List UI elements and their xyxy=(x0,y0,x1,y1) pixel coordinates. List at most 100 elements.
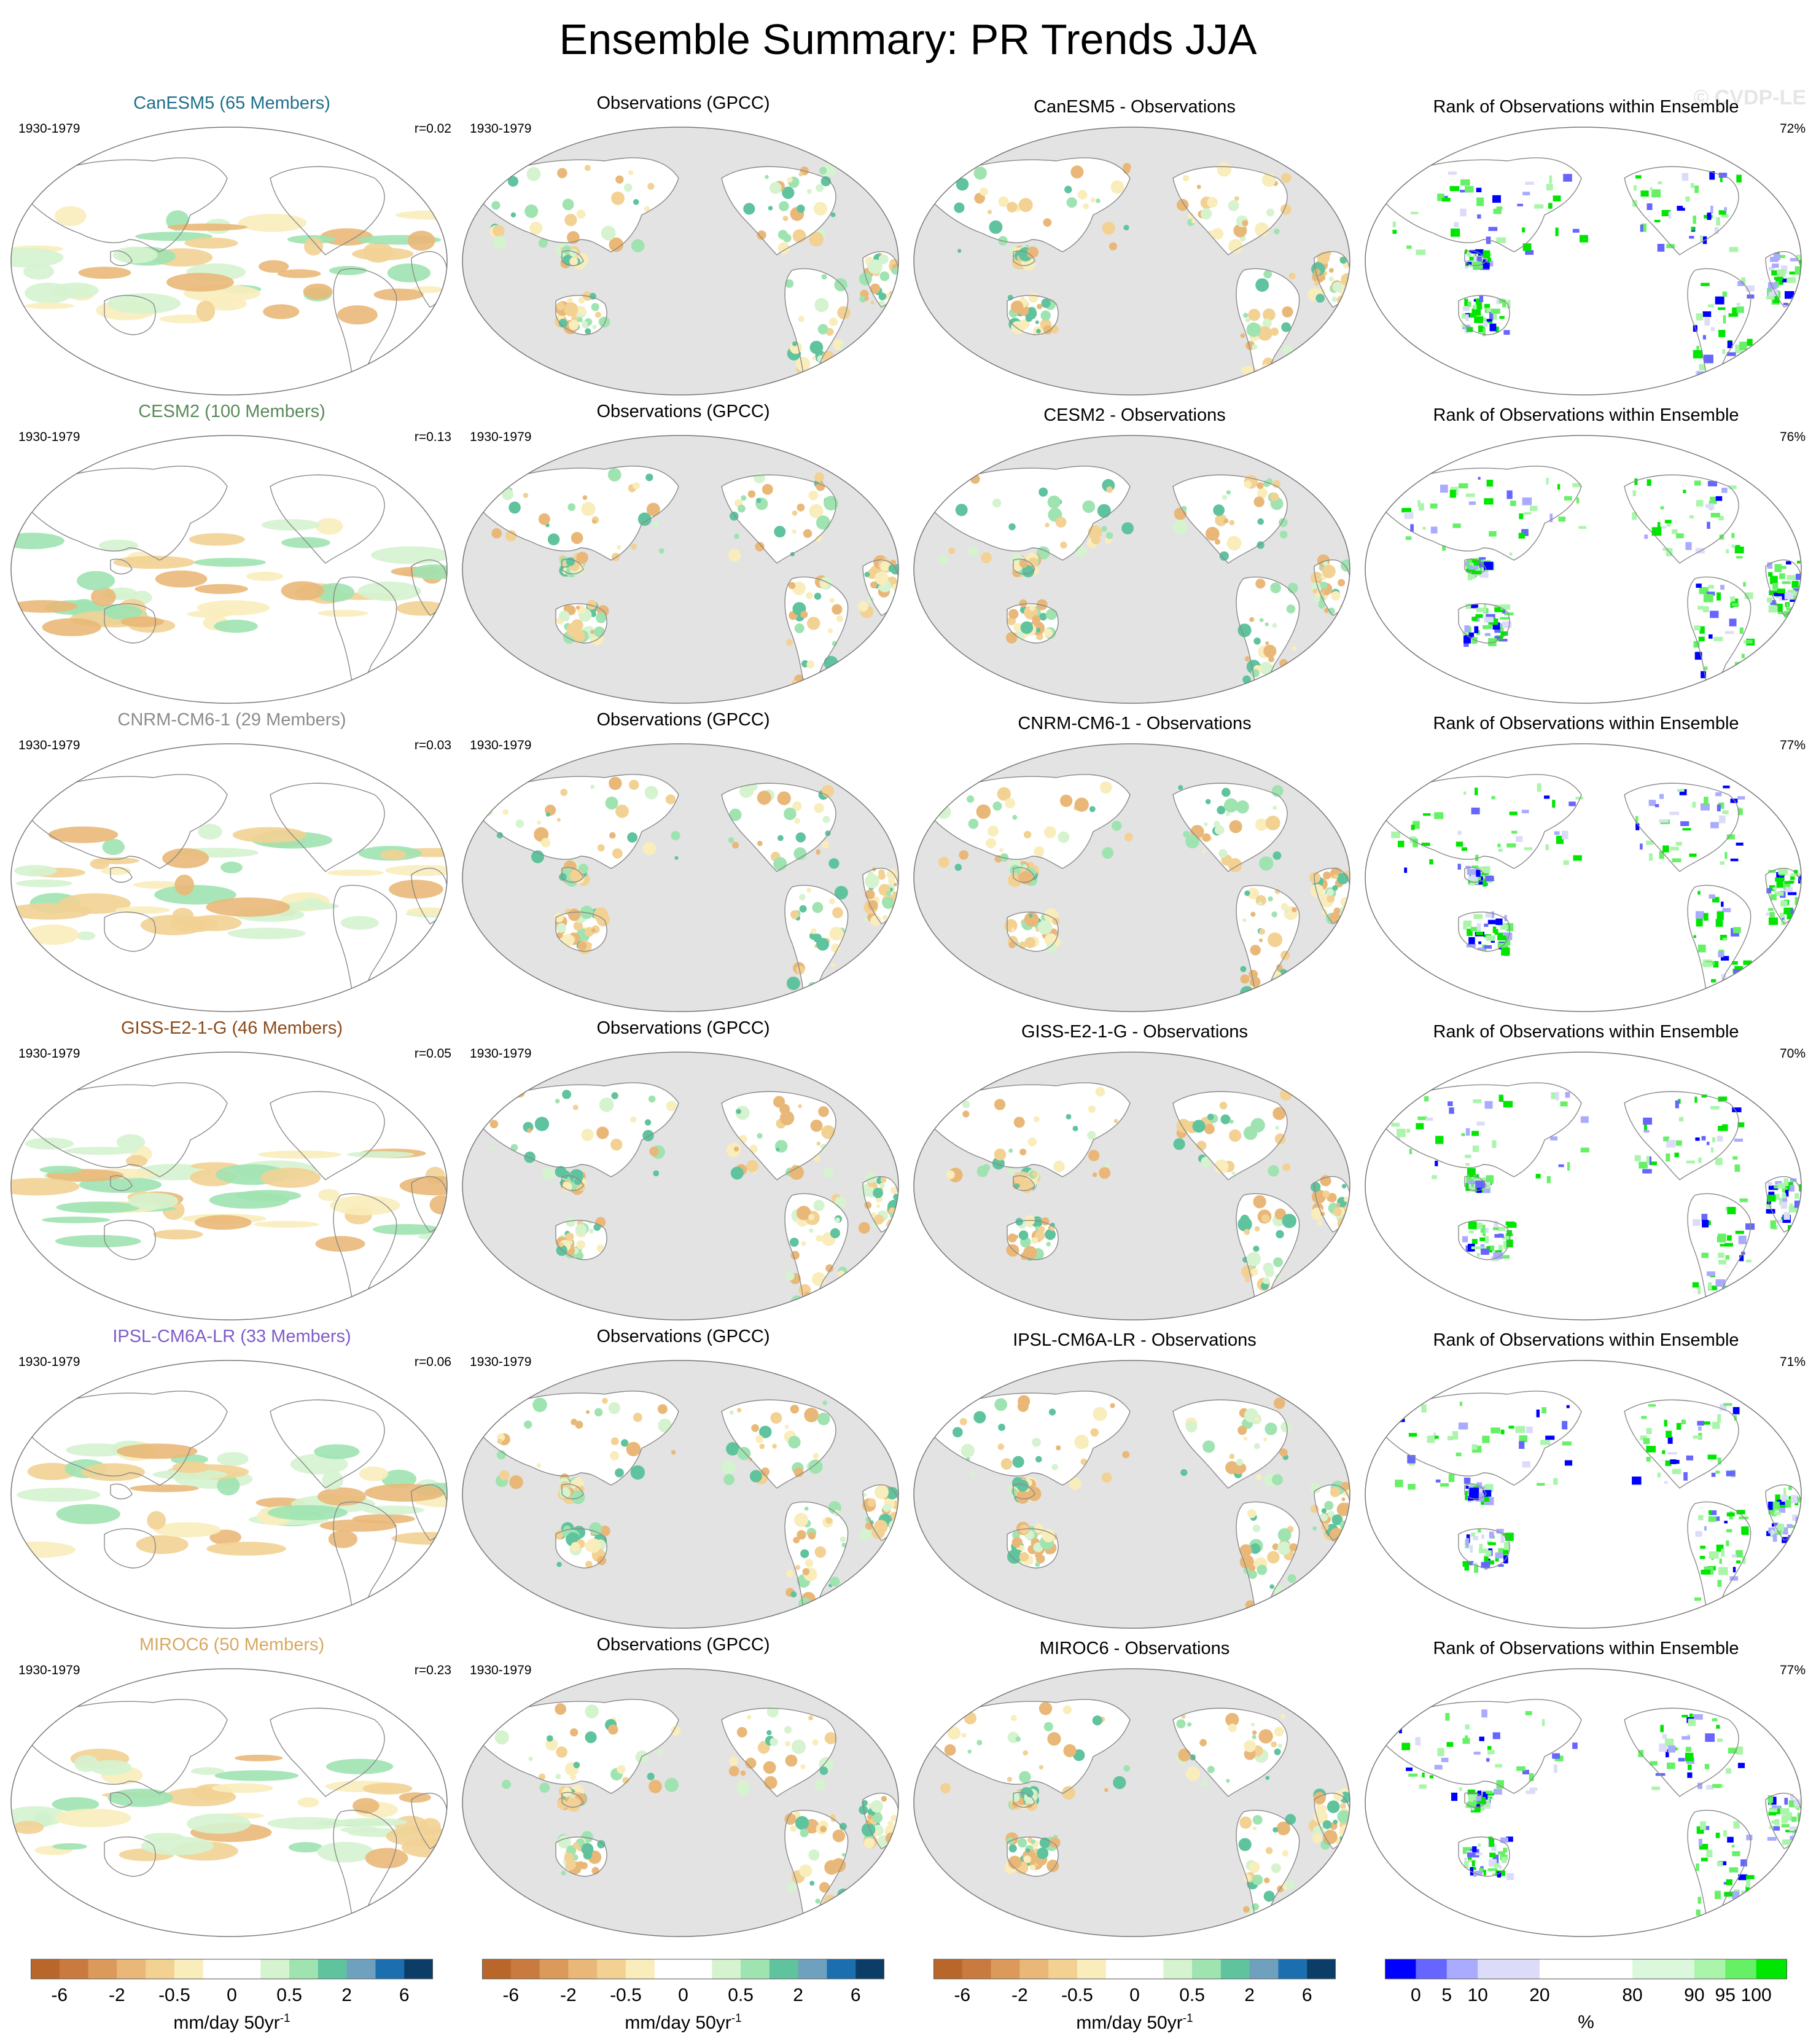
trend-cell xyxy=(1219,1101,1228,1110)
rank-cell xyxy=(1730,596,1736,602)
trend-cell xyxy=(1244,1277,1250,1282)
trend-cell xyxy=(1287,1574,1296,1583)
rank-cell xyxy=(1715,1470,1720,1474)
trend-cell xyxy=(1250,1543,1261,1554)
globe-border xyxy=(913,435,1350,704)
trend-cell xyxy=(1011,1488,1018,1495)
globe-border xyxy=(913,1051,1350,1320)
rank-cell xyxy=(1522,192,1530,195)
rank-cell xyxy=(1710,1147,1713,1153)
rank-cell xyxy=(1479,295,1484,302)
trend-cell xyxy=(1008,609,1019,619)
trend-cell xyxy=(647,1773,655,1781)
rank-colorbar: 0 5 10 20 80 90 95 100% xyxy=(1385,1958,1787,2038)
trend-cell xyxy=(664,1777,679,1792)
rank-cell xyxy=(1715,1890,1721,1899)
rank-cell xyxy=(1662,1450,1666,1454)
trend-cell xyxy=(806,592,813,599)
rank-cell xyxy=(1503,1847,1508,1853)
rank-cell xyxy=(1715,792,1722,797)
rank-cell xyxy=(1644,1123,1647,1131)
trend-cell xyxy=(1092,1172,1097,1177)
rank-cell xyxy=(1572,483,1581,488)
trend-cell xyxy=(786,977,800,991)
trend-cell xyxy=(1248,1570,1257,1579)
trend-cell xyxy=(1013,623,1023,632)
rank-cell xyxy=(1467,1852,1472,1857)
rank-cell xyxy=(1720,935,1727,940)
rank-cell xyxy=(1686,1160,1695,1164)
model-title: CNRM-CM6-1 (29 Members) xyxy=(117,710,346,730)
colorbar-swatch xyxy=(1663,1959,1695,1979)
rank-cell xyxy=(1713,637,1723,641)
rank-cell xyxy=(1525,181,1534,185)
colorbar-swatch xyxy=(203,1959,232,1979)
trend-cell xyxy=(736,1781,750,1795)
rank-cell xyxy=(1485,913,1492,918)
rank-cell xyxy=(1554,831,1560,835)
trend-blob xyxy=(42,618,101,636)
trend-cell xyxy=(556,1562,562,1567)
rank-cell xyxy=(1502,609,1506,614)
trend-cell xyxy=(757,790,771,805)
trend-cell xyxy=(560,789,568,796)
trend-cell xyxy=(561,934,575,947)
rank-cell xyxy=(1497,1871,1502,1878)
trend-cell xyxy=(765,174,769,179)
rank-cell xyxy=(1777,1219,1785,1223)
globe-border xyxy=(10,1668,448,1937)
rank-cell xyxy=(1767,1836,1777,1841)
model-title: CESM2 (100 Members) xyxy=(138,402,325,421)
trend-cell xyxy=(1072,1125,1078,1131)
rank-cell xyxy=(1419,503,1424,511)
coastline xyxy=(561,250,584,267)
rank-cell xyxy=(1483,880,1487,887)
rank-cell xyxy=(1440,485,1448,493)
colorbar-tick-label: 2 xyxy=(1244,1985,1255,2005)
trend-cell xyxy=(857,601,869,612)
trend-cell xyxy=(559,873,567,881)
rank-cell xyxy=(1767,597,1772,603)
trend-blob xyxy=(162,848,209,868)
rank-cell xyxy=(1659,794,1664,799)
rank-cell xyxy=(1698,1838,1702,1846)
trend-cell xyxy=(885,1832,898,1844)
trend-cell xyxy=(790,1825,797,1832)
trend-cell xyxy=(808,1459,823,1474)
rank-cell xyxy=(1745,359,1752,367)
trend-cell xyxy=(1344,1532,1350,1539)
rank-cell xyxy=(1729,1913,1734,1921)
rank-map xyxy=(1365,1668,1802,1937)
rank-cell xyxy=(1777,1183,1785,1189)
trend-cell xyxy=(1034,846,1045,857)
rank-cell xyxy=(1502,1255,1510,1259)
rank-cell xyxy=(1646,479,1651,486)
rank-cell xyxy=(1654,804,1659,808)
rank-title: Rank of Observations within Ensemble xyxy=(1433,1639,1739,1658)
rank-cell xyxy=(1730,376,1736,382)
rank-cell xyxy=(1432,1175,1437,1179)
pattern-correlation: r=0.06 xyxy=(414,1355,451,1369)
panel-diff-row-2: CESM2 - Observations xyxy=(909,400,1360,708)
rank-cell xyxy=(1797,1812,1801,1820)
rank-cell xyxy=(1727,1836,1734,1843)
rank-cell xyxy=(1479,1489,1485,1494)
rank-cell xyxy=(1470,1187,1475,1192)
trend-cell xyxy=(1284,909,1288,913)
rank-cell xyxy=(1785,887,1793,892)
trend-cell xyxy=(590,784,595,789)
trend-cell xyxy=(1239,1816,1252,1829)
rank-map xyxy=(1365,743,1802,1012)
rank-cell xyxy=(1430,503,1438,509)
trend-cell xyxy=(726,1142,741,1157)
rank-cell xyxy=(1770,894,1777,900)
trend-cell xyxy=(1277,1541,1292,1555)
trend-cell xyxy=(959,1418,967,1426)
rank-cell xyxy=(1464,329,1469,334)
trend-cell xyxy=(1229,520,1235,526)
rank-cell xyxy=(1775,1494,1780,1502)
land-area xyxy=(1236,1810,1300,1922)
rank-cell xyxy=(1536,1410,1540,1418)
trend-cell xyxy=(879,1182,885,1188)
rank-cell xyxy=(1683,490,1686,493)
